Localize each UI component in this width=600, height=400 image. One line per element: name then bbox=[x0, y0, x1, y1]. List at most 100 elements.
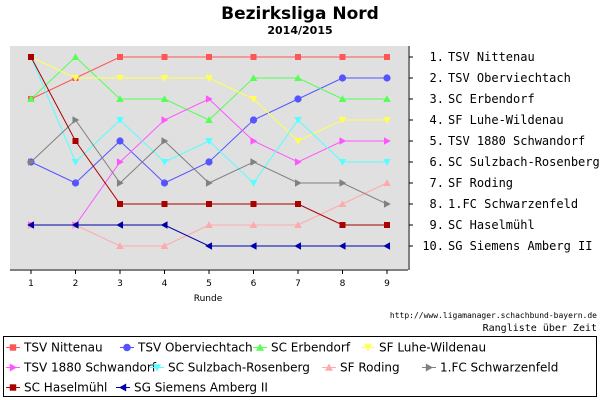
legend-label: SC Sulzbach-Rosenberg bbox=[168, 361, 310, 375]
data-point bbox=[71, 158, 80, 166]
series-sc-erbendorf bbox=[27, 53, 391, 124]
legend-marker bbox=[325, 363, 333, 371]
legend-label: TSV Oberviechtach bbox=[137, 341, 253, 355]
data-point bbox=[294, 242, 302, 250]
data-point bbox=[160, 179, 169, 187]
x-tick-label: 4 bbox=[162, 279, 168, 289]
legend-item: SC Erbendorf bbox=[253, 341, 351, 355]
legend-item: SF Luhe-Wildenau bbox=[361, 341, 486, 355]
data-point bbox=[338, 116, 347, 124]
data-point bbox=[384, 54, 390, 60]
legend bbox=[3, 336, 597, 397]
data-point bbox=[383, 179, 391, 187]
data-point bbox=[249, 95, 258, 103]
x-tick-label: 5 bbox=[206, 279, 212, 289]
data-point bbox=[205, 242, 213, 250]
rank-label-number: 6. bbox=[430, 155, 444, 169]
legend-marker bbox=[119, 383, 127, 392]
x-tick-label: 1 bbox=[28, 279, 34, 289]
data-point bbox=[116, 74, 124, 82]
data-point bbox=[294, 95, 302, 103]
legend-marker bbox=[425, 363, 433, 372]
legend-label: SC Haselmühl bbox=[24, 381, 107, 395]
rank-label-team: 1.FC Schwarzenfeld bbox=[448, 197, 578, 211]
x-tick-label: 2 bbox=[73, 279, 79, 289]
data-point bbox=[205, 137, 213, 145]
data-point bbox=[249, 242, 257, 250]
data-point bbox=[294, 158, 302, 166]
data-point bbox=[160, 221, 168, 229]
x-tick-label: 9 bbox=[384, 279, 390, 289]
data-point bbox=[383, 200, 391, 208]
data-point bbox=[338, 95, 347, 103]
legend-label: TSV 1880 Schwandorf bbox=[23, 361, 157, 375]
data-point bbox=[294, 137, 302, 145]
series-sf-roding bbox=[27, 179, 391, 250]
rank-label-number: 7. bbox=[430, 176, 444, 190]
legend-marker bbox=[9, 384, 17, 391]
legend-marker bbox=[256, 343, 264, 351]
legend-item: SG Siemens Amberg II bbox=[116, 381, 268, 395]
data-point bbox=[116, 116, 124, 124]
legend-item: 1.FC Schwarzenfeld bbox=[422, 361, 558, 375]
data-point bbox=[28, 54, 34, 60]
legend-label: SG Siemens Amberg II bbox=[134, 381, 268, 395]
data-point bbox=[250, 201, 257, 207]
data-point bbox=[206, 201, 212, 207]
legend-label: SF Luhe-Wildenau bbox=[379, 341, 486, 355]
data-point bbox=[117, 54, 123, 60]
data-point bbox=[294, 116, 302, 124]
data-point bbox=[338, 158, 347, 166]
legend-label: SF Roding bbox=[340, 361, 400, 375]
legend-items: TSV Nittenau TSV Oberviechtach SC Erbendor… bbox=[6, 341, 558, 395]
data-point bbox=[205, 221, 213, 229]
data-point bbox=[339, 137, 347, 145]
data-point bbox=[116, 179, 124, 187]
legend-item: SF Roding bbox=[322, 361, 400, 375]
data-point bbox=[116, 137, 124, 145]
chart-subtitle: 2014/2015 bbox=[267, 24, 332, 37]
data-point bbox=[161, 116, 169, 124]
rank-label-number: 1. bbox=[430, 50, 444, 64]
data-point bbox=[384, 222, 390, 228]
series-lines bbox=[27, 53, 391, 250]
series-1-fc-schwarzenfeld bbox=[27, 116, 391, 208]
data-point bbox=[205, 74, 213, 82]
data-point bbox=[294, 179, 302, 187]
data-point bbox=[161, 201, 168, 207]
data-point bbox=[383, 242, 391, 250]
data-point bbox=[294, 74, 302, 82]
rank-label-number: 10. bbox=[422, 239, 444, 253]
y-ticks bbox=[409, 56, 413, 247]
rank-label-team: SF Roding bbox=[448, 176, 513, 190]
legend-marker bbox=[153, 364, 161, 372]
legend-item: TSV 1880 Schwandorf bbox=[6, 361, 157, 375]
x-tick-label: 3 bbox=[117, 279, 123, 289]
data-point bbox=[383, 74, 391, 82]
rank-labels: 1. TSV Nittenau 2. TSV Oberviechtach 3. SC Er… bbox=[422, 50, 599, 253]
data-point bbox=[71, 74, 80, 82]
rank-label-team: TSV Nittenau bbox=[448, 50, 535, 64]
x-tick-label: 6 bbox=[251, 279, 257, 289]
data-point bbox=[250, 158, 258, 166]
legend-label: TSV Nittenau bbox=[23, 341, 103, 355]
data-point bbox=[338, 242, 346, 250]
data-point bbox=[249, 74, 258, 82]
data-point bbox=[161, 137, 169, 145]
rank-label-number: 2. bbox=[430, 71, 444, 85]
legend-marker bbox=[364, 344, 372, 352]
data-point bbox=[249, 116, 258, 124]
data-point bbox=[116, 95, 124, 103]
data-point bbox=[249, 221, 258, 229]
series-sc-sulzbach-rosenberg bbox=[27, 53, 391, 187]
legend-marker bbox=[123, 343, 131, 352]
data-point bbox=[117, 201, 123, 207]
x-tick-label: 8 bbox=[340, 279, 346, 289]
data-point bbox=[339, 222, 346, 228]
credit-caption: Rangliste über Zeit bbox=[483, 323, 597, 334]
x-tick-label: 7 bbox=[295, 279, 301, 289]
data-point bbox=[27, 95, 35, 103]
data-point bbox=[206, 54, 212, 60]
chart-title: Bezirksliga Nord bbox=[221, 4, 379, 24]
